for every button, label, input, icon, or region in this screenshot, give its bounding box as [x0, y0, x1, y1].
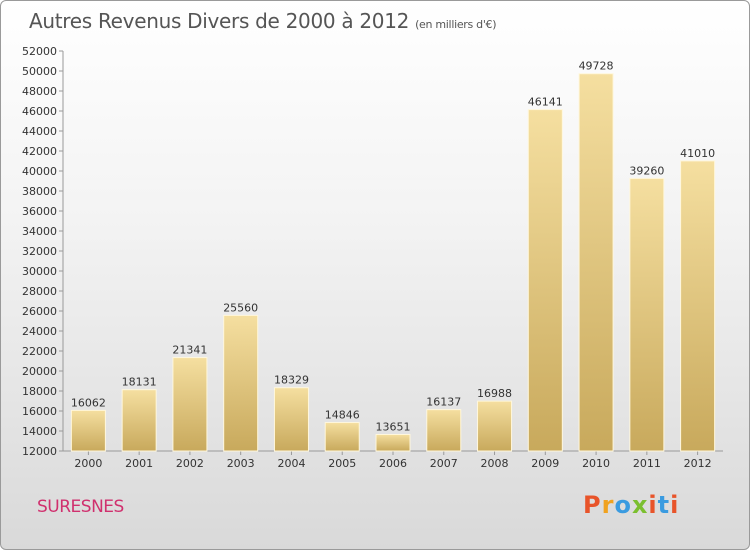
- y-tick-label: 18000: [22, 385, 57, 398]
- data-label-2008: 16988: [477, 387, 512, 400]
- x-tick-label: 2000: [74, 457, 102, 470]
- y-tick-label: 22000: [22, 345, 57, 358]
- bar-2007: [426, 409, 462, 452]
- data-label-2009: 46141: [528, 96, 563, 109]
- chart-unit: (en milliers d'€): [415, 18, 497, 31]
- bar-2008: [477, 400, 513, 452]
- data-label-2010: 49728: [579, 60, 614, 73]
- x-tick-label: 2005: [328, 457, 356, 470]
- y-tick-label: 52000: [22, 45, 57, 58]
- bar-2012: [680, 160, 716, 452]
- y-tick-label: 34000: [22, 225, 57, 238]
- y-tick-label: 38000: [22, 185, 57, 198]
- data-label-2011: 39260: [629, 164, 664, 177]
- y-tick-label: 28000: [22, 285, 57, 298]
- x-tick-label: 2012: [684, 457, 712, 470]
- proxiti-logo: Proxiti: [583, 491, 679, 519]
- data-label-2005: 14846: [325, 409, 360, 422]
- y-tick-label: 20000: [22, 365, 57, 378]
- data-label-2006: 13651: [376, 420, 411, 433]
- y-tick-label: 36000: [22, 205, 57, 218]
- y-tick-label: 24000: [22, 325, 57, 338]
- logo-letter: x: [631, 491, 649, 519]
- bar-2011: [629, 177, 665, 452]
- x-tick-label: 2001: [125, 457, 153, 470]
- logo-letter: r: [601, 491, 615, 519]
- data-label-2012: 41010: [680, 147, 715, 160]
- y-tick-label: 16000: [22, 405, 57, 418]
- bar-2002: [172, 357, 208, 452]
- y-tick-label: 46000: [22, 105, 57, 118]
- x-tick-label: 2004: [277, 457, 305, 470]
- city-name: SURESNES: [37, 497, 124, 517]
- y-tick-label: 44000: [22, 125, 57, 138]
- data-label-2007: 16137: [426, 396, 461, 409]
- data-label-2000: 16062: [71, 396, 106, 409]
- y-tick-label: 12000: [22, 445, 57, 458]
- y-tick-label: 50000: [22, 65, 57, 78]
- y-tick-label: 14000: [22, 425, 57, 438]
- bar-2010: [578, 73, 614, 452]
- y-tick-label: 42000: [22, 145, 57, 158]
- y-tick-label: 30000: [22, 265, 57, 278]
- x-tick-label: 2002: [176, 457, 204, 470]
- bar-2006: [375, 433, 411, 452]
- chart-bars: [70, 73, 716, 452]
- data-label-2002: 21341: [172, 344, 207, 357]
- logo-letter: P: [583, 491, 602, 519]
- bar-2001: [121, 389, 157, 452]
- chart-title: Autres Revenus Divers de 2000 à 2012 (en …: [29, 9, 497, 33]
- x-tick-label: 2011: [633, 457, 661, 470]
- y-tick-label: 32000: [22, 245, 57, 258]
- x-tick-label: 2007: [430, 457, 458, 470]
- data-label-2001: 18131: [122, 376, 157, 389]
- x-tick-label: 2009: [531, 457, 559, 470]
- y-tick-label: 26000: [22, 305, 57, 318]
- data-label-2003: 25560: [223, 301, 258, 314]
- chart-data-labels: 16062 18131 21341 25560 18329 14846 13651 16137…: [71, 60, 715, 434]
- x-tick-label: 2006: [379, 457, 407, 470]
- chart-axes: 12000 14000 16000 18000 20000 22000 24000 26000…: [22, 45, 723, 470]
- x-tick-label: 2010: [582, 457, 610, 470]
- chart-title-text: Autres Revenus Divers de 2000 à 2012: [29, 9, 410, 33]
- bar-2009: [527, 109, 563, 452]
- bar-2003: [223, 314, 259, 452]
- logo-letter: t: [657, 491, 671, 519]
- logo-letter: o: [614, 491, 632, 519]
- data-label-2004: 18329: [274, 374, 309, 387]
- bar-2000: [70, 409, 106, 452]
- logo-letter: i: [670, 491, 680, 519]
- logo-letter: i: [648, 491, 658, 519]
- x-tick-label: 2003: [227, 457, 255, 470]
- bar-2005: [324, 422, 360, 452]
- bar-2004: [273, 387, 309, 452]
- y-tick-label: 48000: [22, 85, 57, 98]
- y-tick-label: 40000: [22, 165, 57, 178]
- x-tick-label: 2008: [481, 457, 509, 470]
